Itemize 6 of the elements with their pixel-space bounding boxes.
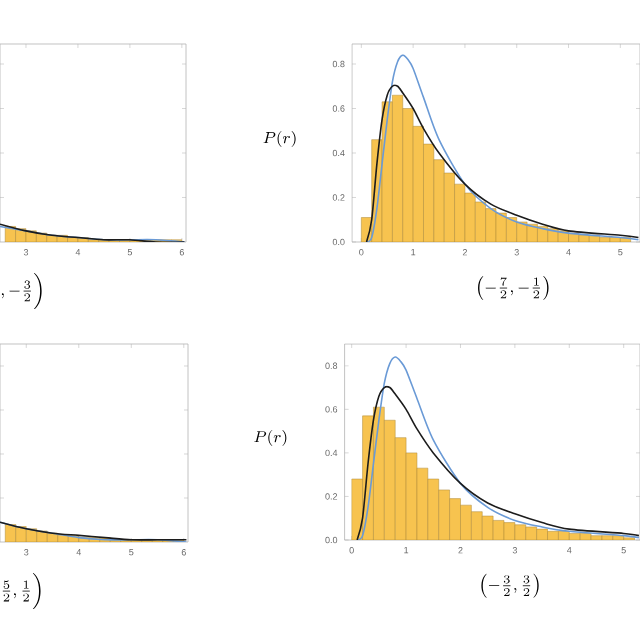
x-axis-title: $\frac{5}{2}, \frac{1}{2}\Big)$ bbox=[2, 573, 41, 610]
x-axis-title: $, -\frac{3}{2}\Big)$ bbox=[1, 273, 42, 310]
x-axis-title: $\left(-\frac{3}{2}, \frac{3}{2}\right)$ bbox=[481, 573, 539, 598]
x-axis-title: $\left(-\frac{7}{2}, -\frac{1}{2}\right)$ bbox=[478, 276, 549, 301]
y-axis-title: $P(r)$ bbox=[263, 131, 296, 148]
y-axis-title: $P(r)$ bbox=[254, 430, 287, 447]
